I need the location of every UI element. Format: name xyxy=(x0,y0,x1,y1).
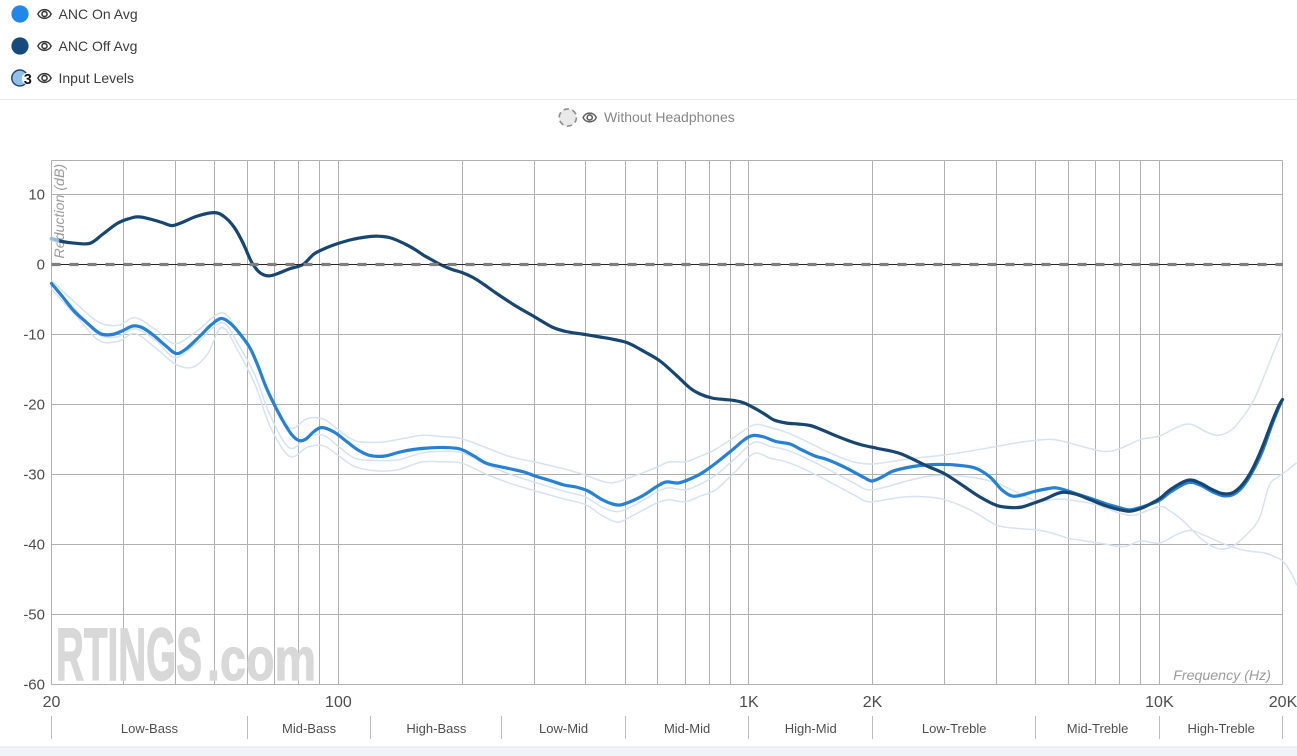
svg-text:-10: -10 xyxy=(23,327,45,344)
svg-text:High-Bass: High-Bass xyxy=(406,721,466,736)
svg-text:0: 0 xyxy=(37,257,45,274)
svg-text:20: 20 xyxy=(43,694,61,711)
svg-text:Mid-Bass: Mid-Bass xyxy=(282,721,337,736)
svg-text:Frequency (Hz): Frequency (Hz) xyxy=(1173,668,1271,684)
svg-text:ANC Off Avg: ANC Off Avg xyxy=(59,38,138,54)
svg-text:Low-Treble: Low-Treble xyxy=(922,721,987,736)
svg-text:Reduction (dB): Reduction (dB) xyxy=(52,164,68,259)
svg-text:100: 100 xyxy=(325,694,352,711)
svg-text:-60: -60 xyxy=(23,677,45,694)
svg-text:-20: -20 xyxy=(23,397,45,414)
svg-text:1K: 1K xyxy=(739,694,759,711)
svg-text:RTINGS: RTINGS xyxy=(56,613,202,696)
svg-text:Input Levels: Input Levels xyxy=(59,70,135,86)
svg-text:2K: 2K xyxy=(863,694,883,711)
svg-text:High-Mid: High-Mid xyxy=(785,721,837,736)
svg-text:3: 3 xyxy=(24,72,32,88)
svg-text:ANC On Avg: ANC On Avg xyxy=(59,6,138,22)
svg-text:Mid-Mid: Mid-Mid xyxy=(664,721,710,736)
svg-text:10: 10 xyxy=(28,187,45,204)
svg-text:10K: 10K xyxy=(1145,694,1174,711)
svg-text:-30: -30 xyxy=(23,467,45,484)
svg-text:-40: -40 xyxy=(23,537,45,554)
svg-text:20K: 20K xyxy=(1269,694,1297,711)
svg-text:Low-Bass: Low-Bass xyxy=(121,721,179,736)
svg-text:.com: .com xyxy=(207,626,316,693)
svg-text:-50: -50 xyxy=(23,607,45,624)
svg-text:High-Treble: High-Treble xyxy=(1187,721,1254,736)
svg-text:Without Headphones: Without Headphones xyxy=(604,109,735,125)
svg-text:Mid-Treble: Mid-Treble xyxy=(1067,721,1129,736)
svg-text:Low-Mid: Low-Mid xyxy=(539,721,588,736)
